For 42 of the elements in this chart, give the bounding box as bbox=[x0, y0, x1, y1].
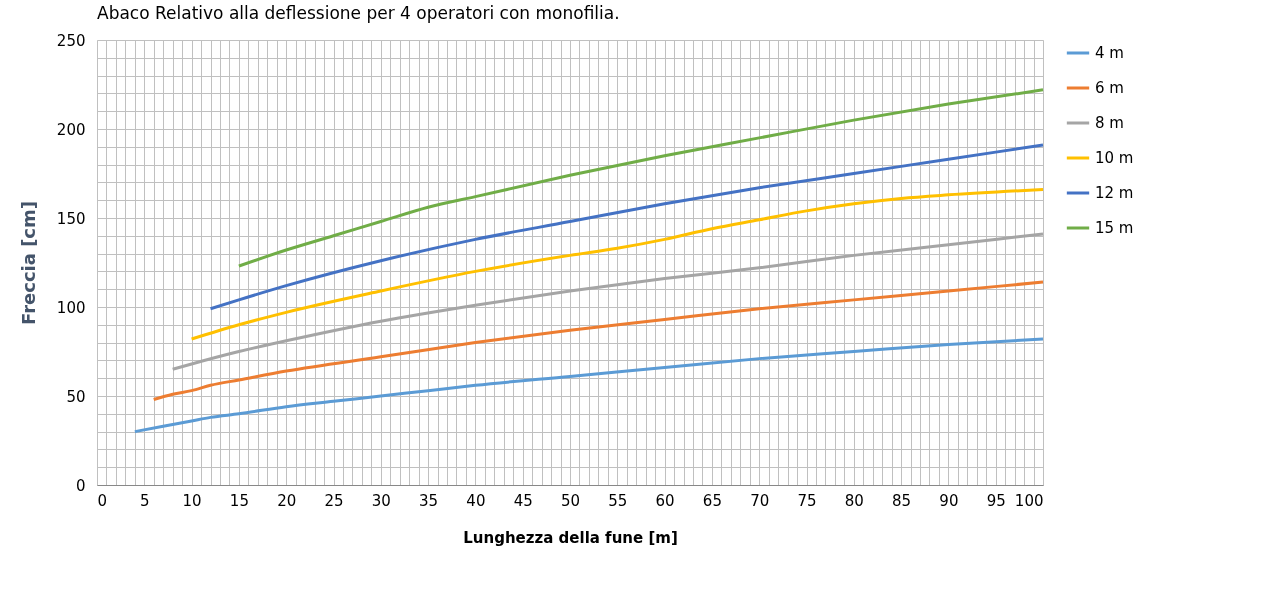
x-tick-label: 95 bbox=[986, 491, 1006, 510]
x-axis-title: Lunghezza della fune [m] bbox=[463, 528, 678, 547]
x-tick-label: 70 bbox=[750, 491, 770, 510]
line-series bbox=[237, 88, 1045, 268]
x-tick-label: 40 bbox=[466, 491, 486, 510]
line-series bbox=[152, 280, 1045, 402]
x-tick-label: 75 bbox=[797, 491, 817, 510]
line-series bbox=[190, 188, 1045, 341]
line-series bbox=[171, 232, 1045, 371]
line-series bbox=[133, 337, 1045, 434]
legend-label: 8 m bbox=[1095, 114, 1124, 132]
legend-label: 15 m bbox=[1095, 219, 1134, 237]
legend-label: 10 m bbox=[1095, 149, 1134, 167]
x-tick-label: 55 bbox=[608, 491, 628, 510]
x-tick-label: 5 bbox=[140, 491, 150, 510]
y-tick-label: 200 bbox=[56, 120, 86, 139]
y-tick-label: 0 bbox=[75, 476, 86, 495]
x-tick-label: 0 bbox=[97, 491, 108, 510]
y-tick-label: 150 bbox=[56, 209, 86, 228]
y-tick-label: 50 bbox=[66, 387, 86, 406]
x-tick-label: 85 bbox=[892, 491, 912, 510]
x-tick-label: 15 bbox=[229, 491, 249, 510]
chart-title: Abaco Relativo alla deflessione per 4 operatori con monofilia. bbox=[97, 3, 620, 23]
x-tick-label: 60 bbox=[655, 491, 675, 510]
x-tick-label: 30 bbox=[371, 491, 391, 510]
x-tick-label: 25 bbox=[324, 491, 344, 510]
legend-label: 12 m bbox=[1095, 184, 1134, 202]
x-tick-label: 65 bbox=[702, 491, 722, 510]
x-tick-label: 90 bbox=[939, 491, 959, 510]
legend-label: 4 m bbox=[1095, 44, 1124, 62]
x-tick-label: 10 bbox=[182, 491, 202, 510]
legend-label: 6 m bbox=[1095, 79, 1124, 97]
x-tick-label: 20 bbox=[277, 491, 297, 510]
line-series bbox=[209, 143, 1045, 311]
x-tick-label: 35 bbox=[419, 491, 439, 510]
y-axis-title: Freccia [cm] bbox=[17, 200, 39, 326]
y-tick-label: 100 bbox=[56, 298, 86, 317]
x-tick-label: 100 bbox=[1014, 491, 1044, 510]
x-tick-label: 45 bbox=[513, 491, 533, 510]
x-tick-label: 80 bbox=[844, 491, 864, 510]
y-tick-label: 250 bbox=[56, 31, 86, 50]
x-tick-label: 50 bbox=[560, 491, 581, 510]
